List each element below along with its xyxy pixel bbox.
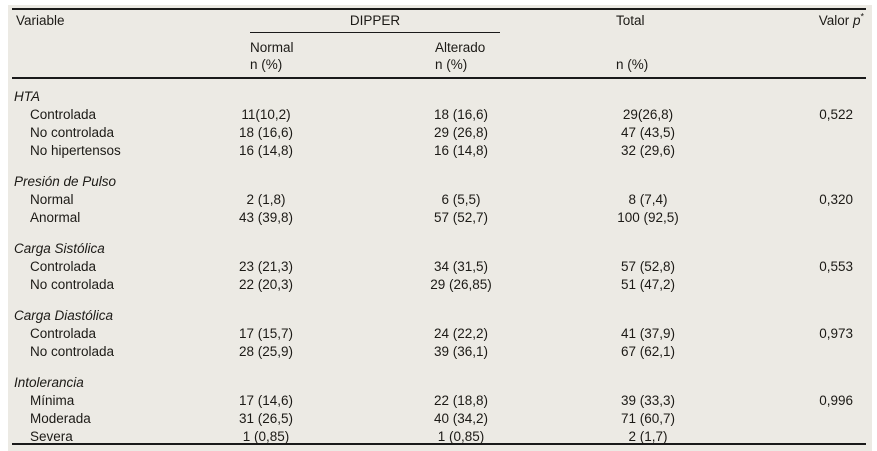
subheader-n-pct-alterado: n (%) [435, 57, 468, 72]
table-row: No controlada 22 (20,3) 29 (26,85) 51 (47,2… [8, 276, 872, 294]
row-label: Severa [30, 429, 73, 444]
table-body: HTA Controlada 11(10,2) 18 (16,6) 29(26,8) 0,… [8, 79, 872, 446]
row-label: Controlada [30, 259, 97, 274]
table-section: Carga Diastólica Controlada 17 (15,7) 24 (2… [8, 307, 872, 361]
row-label: Anormal [30, 210, 81, 225]
row-label: Controlada [30, 107, 97, 122]
cell-valor-p: 0,553 [819, 259, 853, 274]
section-title-row: Presión de Pulso [8, 173, 872, 191]
header-bottom-rule [12, 77, 866, 79]
column-header-total: Total [616, 13, 645, 28]
table-row: Severa 1 (0,85) 1 (0,85) 2 (1,7) [8, 428, 872, 446]
top-rule [12, 8, 866, 10]
row-label: No controlada [30, 277, 115, 292]
column-header-alterado: Alterado [435, 40, 486, 55]
section-title: HTA [14, 89, 40, 104]
row-label: No controlada [30, 344, 115, 359]
cell-total: 29(26,8) [622, 107, 674, 122]
cell-total: 57 (52,8) [620, 259, 676, 274]
cell-total: 8 (7,4) [628, 192, 668, 207]
cell-normal: 16 (14,8) [238, 143, 294, 158]
table-section: HTA Controlada 11(10,2) 18 (16,6) 29(26,8) 0,… [8, 88, 872, 160]
table-row: Controlada 17 (15,7) 24 (22,2) 41 (37,9) 0,9… [8, 325, 872, 343]
subheader-n-pct-total: n (%) [616, 57, 649, 72]
cell-normal: 1 (0,85) [242, 429, 290, 444]
cell-alterado: 29 (26,8) [433, 125, 489, 140]
cell-valor-p: 0,522 [819, 107, 853, 122]
section-title: Carga Diastólica [14, 308, 114, 323]
cell-valor-p: 0,996 [819, 393, 853, 408]
row-label: No controlada [30, 125, 115, 140]
subheader-n-pct-normal: n (%) [250, 57, 283, 72]
table-section: Presión de Pulso Normal 2 (1,8) 6 (5,5) 8 (7… [8, 173, 872, 227]
column-header-valor-p: Valor p* [758, 11, 864, 29]
cell-alterado: 34 (31,5) [433, 259, 489, 274]
cell-valor-p: 0,320 [819, 192, 853, 207]
section-title: Presión de Pulso [14, 174, 117, 189]
section-title-row: HTA [8, 88, 872, 106]
cell-alterado: 1 (0,85) [437, 429, 485, 444]
cell-alterado: 24 (22,2) [433, 326, 489, 341]
section-title-row: Intolerancia [8, 374, 872, 392]
table-row: Normal 2 (1,8) 6 (5,5) 8 (7,4) 0,320 [8, 191, 872, 209]
table-row: Moderada 31 (26,5) 40 (34,2) 71 (60,7) [8, 410, 872, 428]
cell-normal: 22 (20,3) [238, 277, 294, 292]
cell-alterado: 16 (14,8) [433, 143, 489, 158]
cell-total: 41 (37,9) [620, 326, 676, 341]
cell-alterado: 6 (5,5) [441, 192, 481, 207]
cell-normal: 17 (15,7) [238, 326, 294, 341]
row-label: Mínima [30, 393, 75, 408]
section-title-row: Carga Diastólica [8, 307, 872, 325]
cell-valor-p: 0,973 [819, 326, 853, 341]
section-title-row: Carga Sistólica [8, 240, 872, 258]
bottom-rule [12, 443, 866, 445]
section-title: Intolerancia [14, 375, 84, 390]
cell-normal: 2 (1,8) [246, 192, 286, 207]
table-row: Mínima 17 (14,6) 22 (18,8) 39 (33,3) 0,996 [8, 392, 872, 410]
row-label: Controlada [30, 326, 97, 341]
row-label: Moderada [30, 411, 91, 426]
valor-p-text: Valor [818, 13, 853, 28]
table-row: Controlada 23 (21,3) 34 (31,5) 57 (52,8) 0,5… [8, 258, 872, 276]
cell-total: 71 (60,7) [620, 411, 676, 426]
table-row: Controlada 11(10,2) 18 (16,6) 29(26,8) 0,522 [8, 106, 872, 124]
cell-normal: 17 (14,6) [238, 393, 294, 408]
table-row: No hipertensos 16 (14,8) 16 (14,8) 32 (29,6… [8, 142, 872, 160]
valor-p-symbol: p [852, 13, 861, 28]
cell-total: 67 (62,1) [620, 344, 676, 359]
cell-total: 51 (47,2) [620, 277, 676, 292]
cell-normal: 11(10,2) [241, 107, 291, 122]
cell-alterado: 18 (16,6) [433, 107, 489, 122]
cell-total: 47 (43,5) [620, 125, 676, 140]
column-group-header-dipper: DIPPER [349, 13, 401, 28]
row-label: Normal [30, 192, 74, 207]
table-panel: Variable DIPPER Total Valor p* Normal Al… [8, 5, 872, 451]
cell-normal: 43 (39,8) [238, 210, 294, 225]
column-header-normal: Normal [250, 40, 294, 55]
cell-alterado: 22 (18,8) [433, 393, 489, 408]
cell-normal: 18 (16,6) [238, 125, 294, 140]
cell-normal: 31 (26,5) [238, 411, 294, 426]
row-label: No hipertensos [30, 143, 121, 158]
cell-alterado: 29 (26,85) [430, 277, 492, 292]
cell-normal: 23 (21,3) [238, 259, 294, 274]
table-row: No controlada 28 (25,9) 39 (36,1) 67 (62,1) [8, 343, 872, 361]
table-row: Anormal 43 (39,8) 57 (52,7) 100 (92,5) [8, 209, 872, 227]
cell-normal: 28 (25,9) [238, 344, 294, 359]
table-row: No controlada 18 (16,6) 29 (26,8) 47 (43,5) [8, 124, 872, 142]
cell-alterado: 40 (34,2) [433, 411, 489, 426]
section-title: Carga Sistólica [14, 241, 105, 256]
column-header-variable: Variable [16, 13, 65, 28]
table-section: Carga Sistólica Controlada 23 (21,3) 34 (31… [8, 240, 872, 294]
cell-total: 39 (33,3) [620, 393, 676, 408]
table-section: Intolerancia Mínima 17 (14,6) 22 (18,8) 39 (… [8, 374, 872, 446]
cell-total: 100 (92,5) [617, 210, 679, 225]
cell-alterado: 39 (36,1) [433, 344, 489, 359]
cell-total: 32 (29,6) [620, 143, 676, 158]
cell-alterado: 57 (52,7) [433, 210, 489, 225]
valor-p-asterisk: * [860, 11, 864, 22]
cell-total: 2 (1,7) [628, 429, 668, 444]
dipper-group-underline [250, 32, 500, 33]
